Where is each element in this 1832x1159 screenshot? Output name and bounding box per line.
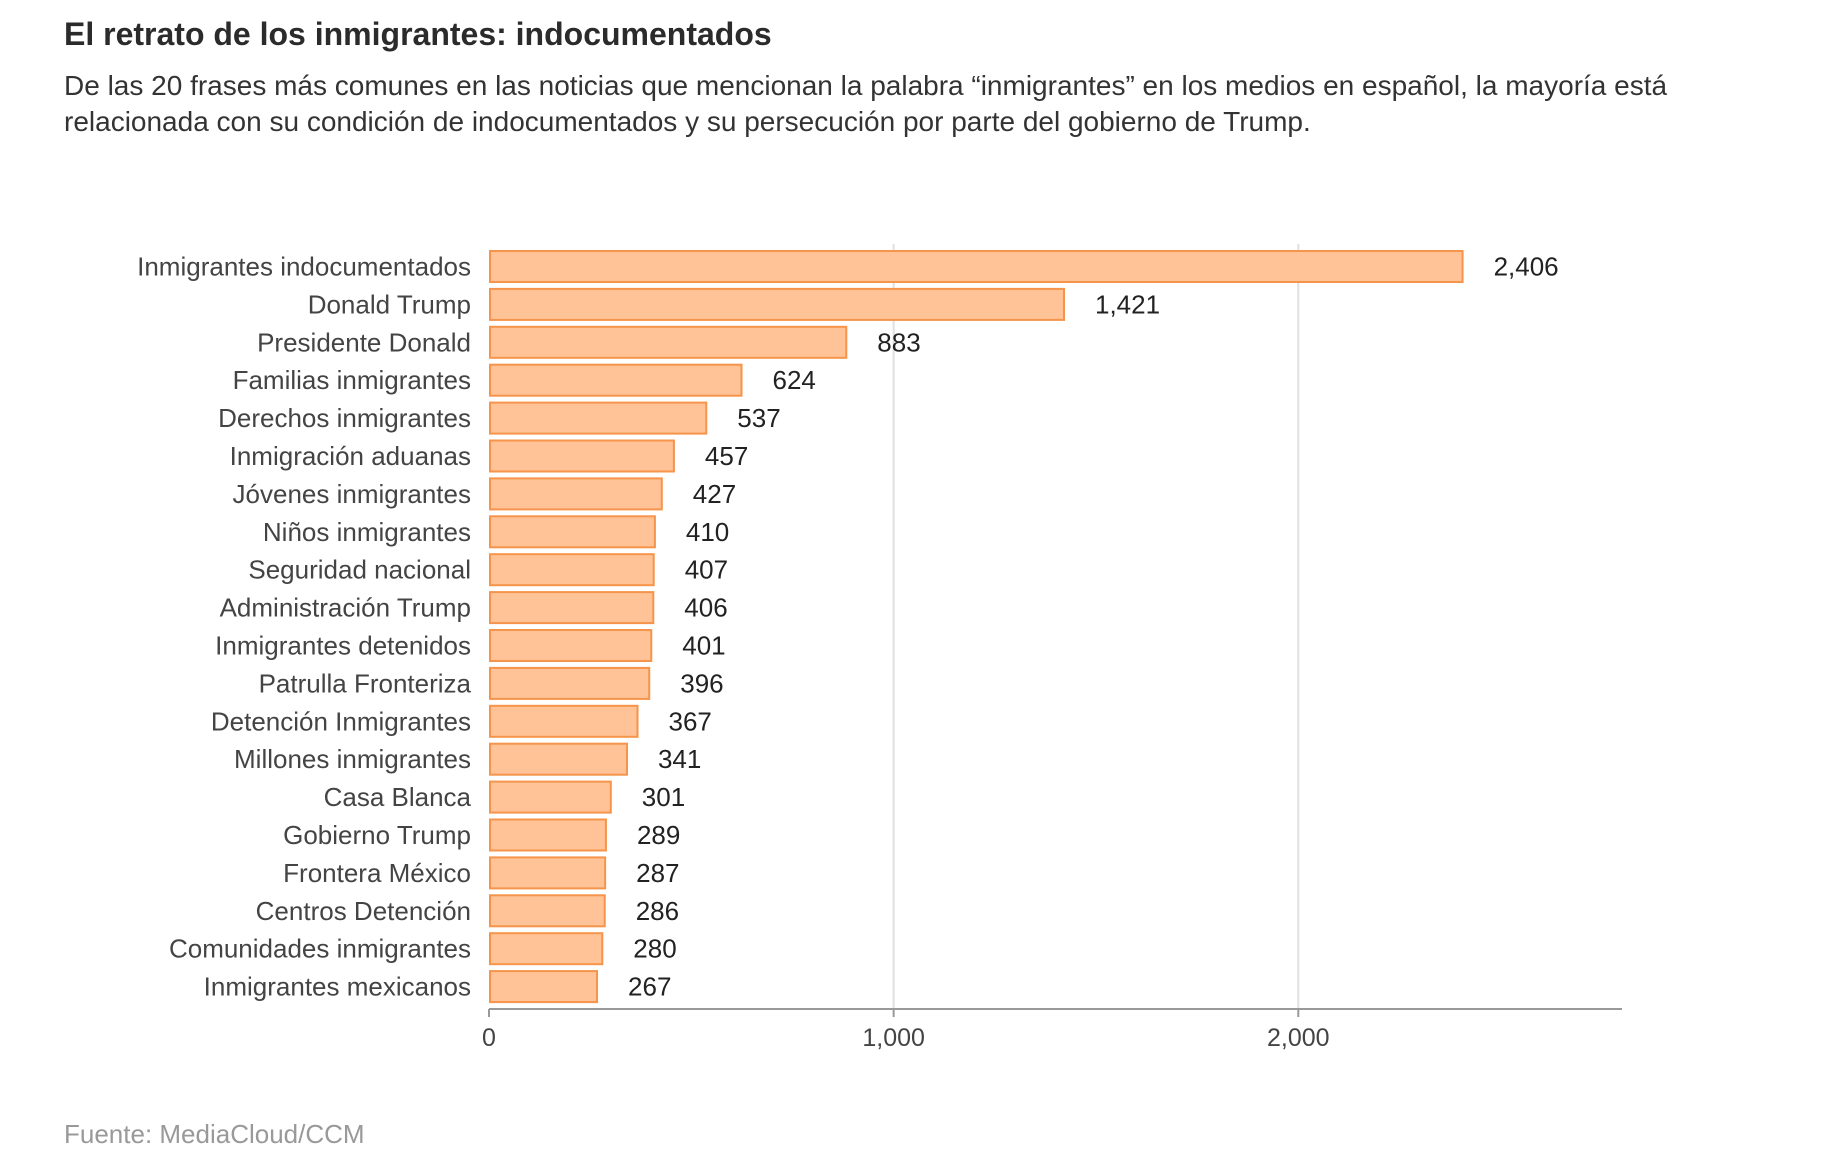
x-axis: 0 1,000 2,000 — [482, 1008, 1622, 1052]
value-label: 280 — [633, 934, 676, 964]
category-label: Inmigración aduanas — [230, 441, 471, 471]
bars — [489, 250, 1464, 1004]
bar — [489, 553, 655, 587]
value-label: 624 — [772, 365, 815, 395]
bar — [489, 439, 675, 473]
bar — [489, 666, 651, 700]
value-label: 410 — [686, 517, 729, 547]
value-label: 457 — [705, 441, 748, 471]
value-label: 883 — [877, 327, 920, 357]
chart-title: El retrato de los inmigrantes: indocumen… — [64, 16, 772, 52]
category-label: Centros Detención — [256, 896, 471, 926]
chart-header: El retrato de los inmigrantes: indocumen… — [64, 14, 1764, 140]
bar — [489, 325, 848, 359]
value-label: 396 — [680, 668, 723, 698]
bar — [489, 629, 653, 662]
bar — [489, 970, 599, 1004]
bar — [489, 477, 663, 511]
bar — [489, 591, 655, 625]
bar — [489, 818, 607, 852]
value-label: 367 — [669, 706, 712, 736]
category-label: Gobierno Trump — [283, 820, 471, 850]
value-label: 287 — [636, 858, 679, 888]
category-label: Donald Trump — [308, 289, 471, 319]
source-note: Fuente: MediaCloud/CCM — [64, 1119, 365, 1149]
value-labels: 2,406 1,421 883 624 537 457 427 410 407 406 401 396… — [628, 252, 1559, 1002]
value-label: 2,406 — [1494, 252, 1559, 282]
bar — [489, 250, 1464, 283]
category-label: Jóvenes inmigrantes — [233, 479, 471, 509]
bar — [489, 401, 708, 435]
bar — [489, 856, 607, 890]
category-label: Inmigrantes mexicanos — [204, 972, 471, 1002]
bar — [489, 742, 628, 776]
category-label: Patrulla Fronteriza — [259, 668, 472, 698]
category-label: Inmigrantes detenidos — [215, 631, 471, 661]
category-label: Seguridad nacional — [248, 555, 471, 585]
value-label: 286 — [636, 896, 679, 926]
category-label: Millones inmigrantes — [234, 744, 471, 774]
category-label: Familias inmigrantes — [233, 365, 471, 395]
category-label: Inmigrantes indocumentados — [137, 252, 471, 282]
value-label: 406 — [684, 593, 727, 623]
category-label: Detención Inmigrantes — [211, 706, 471, 736]
category-label: Presidente Donald — [257, 327, 471, 357]
bar — [489, 780, 612, 814]
category-labels: Inmigrantes indocumentados Donald Trump Pr… — [137, 252, 471, 1002]
bar — [489, 287, 1065, 321]
bar — [489, 363, 743, 397]
value-label: 427 — [693, 479, 736, 509]
x-tick-label: 0 — [482, 1024, 496, 1052]
bar — [489, 515, 656, 549]
x-tick-label: 2,000 — [1267, 1024, 1330, 1052]
value-label: 1,421 — [1095, 289, 1160, 319]
category-label: Administración Trump — [220, 593, 471, 623]
value-label: 537 — [737, 403, 780, 433]
bar — [489, 894, 606, 928]
bar — [489, 704, 639, 738]
category-label: Niños inmigrantes — [263, 517, 471, 547]
category-label: Derechos inmigrantes — [218, 403, 471, 433]
value-label: 301 — [642, 782, 685, 812]
value-label: 341 — [658, 744, 701, 774]
value-label: 289 — [637, 820, 680, 850]
category-label: Frontera México — [283, 858, 471, 888]
value-label: 407 — [685, 555, 728, 585]
category-label: Comunidades inmigrantes — [169, 934, 471, 964]
bar — [489, 932, 604, 966]
category-label: Casa Blanca — [324, 782, 472, 812]
gridlines — [892, 244, 1300, 1009]
chart-subtitle: De las 20 frases más comunes en las noti… — [64, 70, 1668, 137]
value-label: 401 — [682, 631, 725, 661]
value-label: 267 — [628, 972, 671, 1002]
x-tick-label: 1,000 — [862, 1024, 925, 1052]
